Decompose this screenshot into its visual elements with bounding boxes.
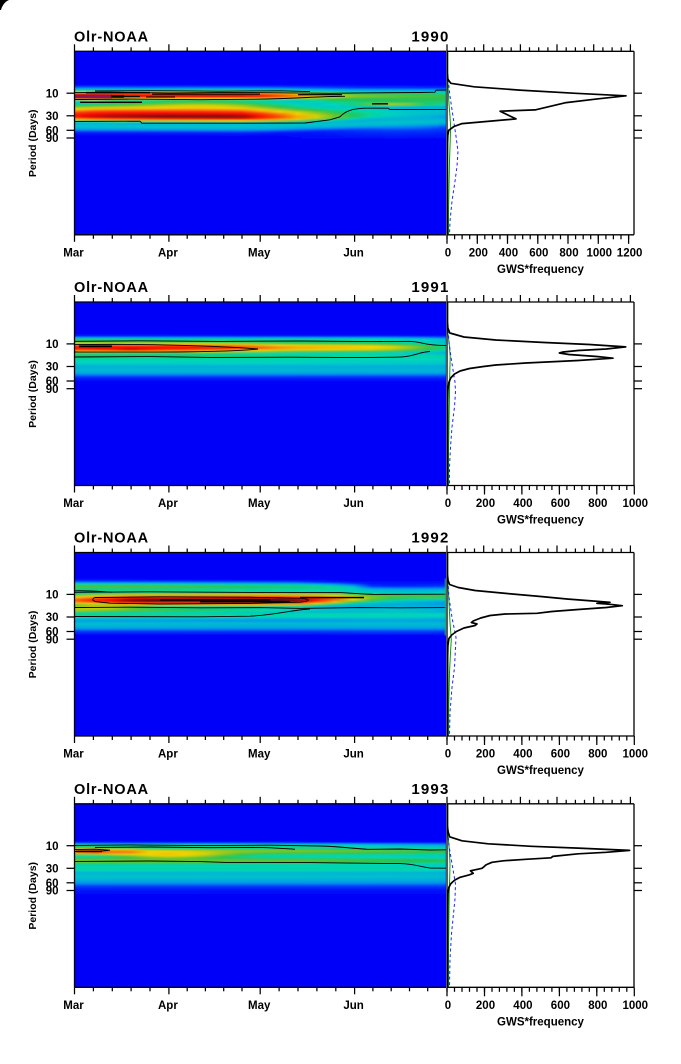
svg-text:800: 800 <box>588 1000 607 1012</box>
svg-text:90: 90 <box>46 886 59 898</box>
svg-text:200: 200 <box>476 498 495 510</box>
svg-text:Jun: Jun <box>343 1000 363 1012</box>
svg-text:Apr: Apr <box>158 749 178 761</box>
svg-text:1991: 1991 <box>411 279 449 296</box>
svg-text:90: 90 <box>46 133 59 145</box>
svg-text:90: 90 <box>46 634 59 646</box>
svg-text:Mar: Mar <box>63 498 84 510</box>
svg-text:May: May <box>248 749 271 761</box>
svg-text:Jun: Jun <box>343 247 363 259</box>
svg-text:May: May <box>248 247 271 259</box>
svg-text:400: 400 <box>513 498 532 510</box>
svg-text:Olr-NOAA: Olr-NOAA <box>74 531 149 547</box>
svg-text:1000: 1000 <box>623 1000 649 1012</box>
svg-text:GWS*frequency: GWS*frequency <box>497 515 585 527</box>
svg-text:60: 60 <box>46 627 59 639</box>
svg-text:Apr: Apr <box>158 498 178 510</box>
svg-text:May: May <box>248 498 271 510</box>
svg-text:60: 60 <box>46 376 59 388</box>
svg-text:90: 90 <box>46 384 59 396</box>
svg-text:800: 800 <box>559 247 578 259</box>
svg-text:Apr: Apr <box>158 1000 178 1012</box>
svg-text:GWS*frequency: GWS*frequency <box>497 264 585 276</box>
svg-text:1993: 1993 <box>411 781 449 798</box>
svg-text:10: 10 <box>46 88 59 100</box>
svg-text:30: 30 <box>46 111 59 123</box>
svg-text:Mar: Mar <box>63 1000 84 1012</box>
svg-text:200: 200 <box>469 247 488 259</box>
svg-text:600: 600 <box>551 749 570 761</box>
svg-text:Period (Days): Period (Days) <box>27 109 39 177</box>
svg-text:Olr-NOAA: Olr-NOAA <box>74 782 149 798</box>
svg-text:600: 600 <box>551 498 570 510</box>
svg-text:10: 10 <box>46 339 59 351</box>
svg-text:0: 0 <box>445 498 451 510</box>
svg-text:60: 60 <box>46 878 59 890</box>
svg-text:200: 200 <box>476 1000 495 1012</box>
svg-text:Jun: Jun <box>343 498 363 510</box>
svg-text:1992: 1992 <box>411 530 449 547</box>
svg-text:0: 0 <box>445 749 451 761</box>
svg-text:1000: 1000 <box>623 749 649 761</box>
svg-text:Mar: Mar <box>63 749 84 761</box>
svg-text:10: 10 <box>46 590 59 602</box>
svg-text:30: 30 <box>46 362 59 374</box>
svg-text:400: 400 <box>499 247 518 259</box>
svg-text:0: 0 <box>445 247 451 259</box>
svg-text:600: 600 <box>529 247 548 259</box>
svg-text:Period (Days): Period (Days) <box>27 862 39 930</box>
svg-text:30: 30 <box>46 864 59 876</box>
svg-text:GWS*frequency: GWS*frequency <box>497 1016 585 1028</box>
svg-text:60: 60 <box>46 126 59 138</box>
svg-text:Olr-NOAA: Olr-NOAA <box>74 30 149 46</box>
svg-text:GWS*frequency: GWS*frequency <box>497 765 585 777</box>
svg-text:800: 800 <box>588 498 607 510</box>
svg-text:1000: 1000 <box>623 498 649 510</box>
svg-text:0: 0 <box>445 1000 451 1012</box>
svg-text:800: 800 <box>588 749 607 761</box>
svg-text:400: 400 <box>513 1000 532 1012</box>
svg-text:Period (Days): Period (Days) <box>27 360 39 428</box>
svg-text:200: 200 <box>476 749 495 761</box>
svg-text:30: 30 <box>46 612 59 624</box>
svg-text:Olr-NOAA: Olr-NOAA <box>74 280 149 296</box>
svg-text:Period (Days): Period (Days) <box>27 611 39 679</box>
svg-text:1990: 1990 <box>411 29 449 46</box>
svg-text:10: 10 <box>46 841 59 853</box>
svg-text:Jun: Jun <box>343 749 363 761</box>
svg-text:Mar: Mar <box>63 247 84 259</box>
svg-text:600: 600 <box>551 1000 570 1012</box>
svg-text:1200: 1200 <box>617 247 643 259</box>
svg-text:1000: 1000 <box>587 247 613 259</box>
svg-text:400: 400 <box>513 749 532 761</box>
svg-text:Apr: Apr <box>158 247 178 259</box>
svg-text:May: May <box>248 1000 271 1012</box>
